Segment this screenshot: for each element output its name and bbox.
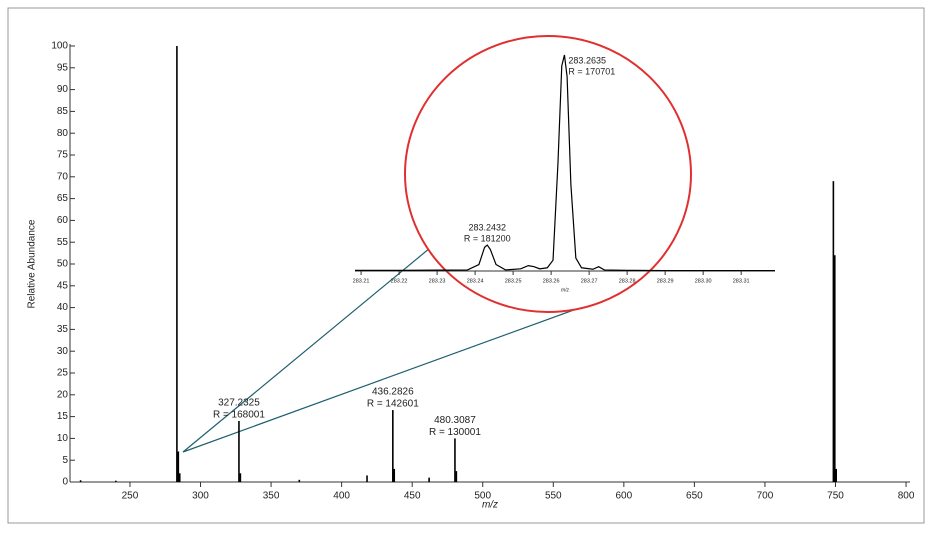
x-tick-label: 450	[404, 491, 421, 502]
inset-x-tick-label: 283.22	[391, 278, 408, 284]
peak-label: R = 168001	[213, 410, 265, 421]
x-tick-label: 350	[263, 491, 280, 502]
inset-x-axis-label: m/z	[561, 287, 570, 293]
x-tick-label: 800	[898, 491, 915, 502]
y-tick-label: 25	[57, 368, 69, 379]
y-tick-label: 95	[57, 62, 69, 73]
peak-label: 480.3087	[434, 415, 476, 426]
inset-x-tick-label: 283.24	[467, 278, 484, 284]
y-tick-label: 15	[57, 411, 69, 422]
y-tick-label: 20	[57, 389, 69, 400]
inset-x-tick-label: 283.21	[353, 278, 370, 284]
x-tick-label: 250	[122, 491, 139, 502]
inset-x-tick-label: 283.28	[619, 278, 636, 284]
x-tick-label: 650	[686, 491, 703, 502]
y-tick-label: 5	[62, 455, 68, 466]
y-tick-label: 0	[62, 477, 68, 488]
y-tick-label: 10	[57, 433, 69, 444]
profile-line	[355, 54, 775, 272]
y-tick-label: 40	[57, 302, 69, 313]
y-tick-label: 60	[57, 215, 69, 226]
x-tick-label: 550	[545, 491, 562, 502]
y-tick-label: 45	[57, 280, 69, 291]
y-tick-label: 65	[57, 193, 69, 204]
y-tick-label: 85	[57, 106, 69, 117]
y-tick-label: 80	[57, 128, 69, 139]
inset-x-tick-label: 283.30	[695, 278, 712, 284]
inset-x-tick-label: 283.26	[543, 278, 560, 284]
x-tick-label: 500	[474, 491, 491, 502]
y-tick-label: 30	[57, 346, 69, 357]
peak-label: R = 142601	[367, 399, 419, 410]
inset-x-tick-label: 283.23	[429, 278, 446, 284]
peak-label: R = 170701	[568, 66, 615, 76]
y-tick-label: 35	[57, 324, 69, 335]
peak-label: R = 130001	[429, 427, 481, 438]
peak-label: 436.2826	[372, 387, 414, 398]
peak-label: 327.2325	[218, 398, 260, 409]
y-tick-label: 70	[57, 171, 69, 182]
peak-label: 283.2635	[568, 55, 606, 65]
y-tick-label: 75	[57, 150, 69, 161]
y-tick-label: 50	[57, 259, 69, 270]
inset-x-tick-label: 283.25	[505, 278, 522, 284]
inset-x-tick-label: 283.29	[657, 278, 674, 284]
peak-label: 283.2432	[468, 222, 506, 232]
y-tick-label: 90	[57, 84, 69, 95]
x-tick-label: 600	[615, 491, 632, 502]
zoom-line	[182, 247, 431, 453]
x-tick-label: 300	[192, 491, 209, 502]
x-tick-label: 700	[757, 491, 774, 502]
x-axis-label: m/z	[482, 500, 498, 511]
y-tick-label: 55	[57, 237, 69, 248]
zoom-circle	[404, 35, 692, 313]
inset-x-tick-label: 283.27	[581, 278, 598, 284]
x-tick-label: 400	[333, 491, 350, 502]
zoom-line	[182, 294, 616, 453]
x-tick-label: 750	[827, 491, 844, 502]
inset-x-tick-label: 283.31	[733, 278, 750, 284]
peak-label: R = 181200	[464, 233, 511, 243]
y-axis-label: Relative Abundance	[27, 219, 38, 308]
y-tick-label: 100	[51, 41, 68, 52]
